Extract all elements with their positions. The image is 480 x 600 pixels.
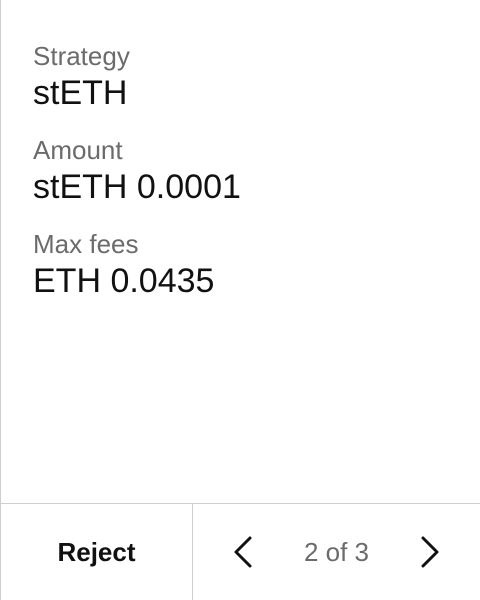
amount-label: Amount xyxy=(33,135,123,165)
max-fees-label: Max fees xyxy=(33,229,139,259)
max-fees-value: ETH 0.0435 xyxy=(33,262,215,300)
chevron-right-icon[interactable] xyxy=(416,532,444,572)
strategy-value: stETH xyxy=(33,74,128,112)
page-indicator: 2 of 3 xyxy=(303,536,370,567)
chevron-left-icon[interactable] xyxy=(229,532,257,572)
amount-detail: Amount stETH 0.0001 xyxy=(33,134,460,208)
strategy-label: Strategy xyxy=(33,41,130,71)
max-fees-detail: Max fees ETH 0.0435 xyxy=(33,228,460,302)
footer-bar: Reject 2 of 3 xyxy=(1,503,480,600)
amount-value: stETH 0.0001 xyxy=(33,168,241,206)
transaction-details: Strategy stETH Amount stETH 0.0001 Max f… xyxy=(33,40,460,322)
strategy-detail: Strategy stETH xyxy=(33,40,460,114)
pagination: 2 of 3 xyxy=(193,504,480,600)
reject-button[interactable]: Reject xyxy=(1,504,193,600)
